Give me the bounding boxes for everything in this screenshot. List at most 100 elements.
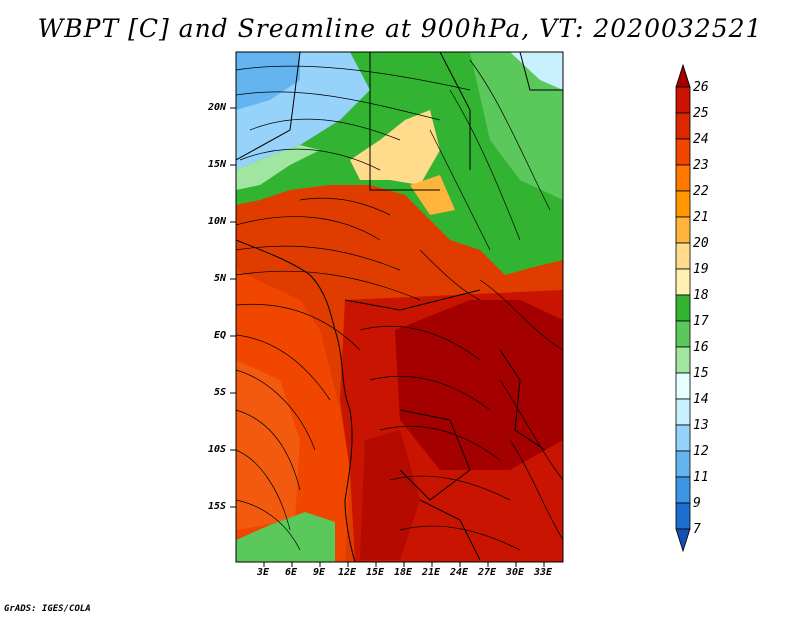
streamline xyxy=(236,65,471,91)
lat-label-5s: 5S xyxy=(214,387,227,398)
lon-label-9e: 9E xyxy=(313,567,326,578)
streamline xyxy=(236,216,381,241)
streamline xyxy=(236,499,301,551)
lat-label-eq: EQ xyxy=(214,330,227,341)
streamline xyxy=(419,249,481,301)
streamline xyxy=(499,379,563,481)
lon-label-33e: 33E xyxy=(534,567,553,578)
lon-label-24e: 24E xyxy=(450,567,469,578)
axis-ticks xyxy=(230,107,545,567)
wbpt-fill-orange-patch xyxy=(410,175,455,215)
streamline xyxy=(236,245,401,271)
plot-frame xyxy=(235,51,564,563)
streamline xyxy=(236,334,331,401)
colorbar-label: 23 xyxy=(693,158,709,173)
streamline xyxy=(236,270,421,301)
streamline xyxy=(236,91,441,121)
colorbar-segment xyxy=(675,372,691,400)
colorbar-segment xyxy=(675,398,691,426)
colorbar-label: 26 xyxy=(693,80,709,95)
lon-label-6e: 6E xyxy=(285,567,298,578)
wbpt-fill-ocean xyxy=(236,360,300,530)
colorbar-label: 9 xyxy=(693,496,701,511)
streamline xyxy=(449,89,521,241)
colorbar-label: 24 xyxy=(693,132,709,147)
colorbar-arrow-bottom xyxy=(675,528,691,553)
colorbar-segment xyxy=(675,476,691,504)
coastlines-borders xyxy=(236,52,563,562)
lon-label-27e: 27E xyxy=(478,567,497,578)
streamline xyxy=(479,279,563,351)
colorbar-label: 16 xyxy=(693,340,709,355)
streamline xyxy=(299,197,391,216)
wbpt-field xyxy=(236,52,563,562)
lon-label-12e: 12E xyxy=(338,567,357,578)
colorbar-label: 18 xyxy=(693,288,709,303)
lon-label-21e: 21E xyxy=(422,567,441,578)
lat-label-10n: 10N xyxy=(208,216,227,227)
colorbar-segment xyxy=(675,138,691,166)
colorbar-label: 19 xyxy=(693,262,709,277)
colorbar-segment xyxy=(675,268,691,296)
colorbar-label: 14 xyxy=(693,392,709,407)
colorbar-segment xyxy=(675,346,691,374)
border-line xyxy=(236,52,301,161)
colorbar-arrow-top xyxy=(675,63,691,88)
colorbar-label: 21 xyxy=(693,210,709,225)
streamline xyxy=(236,449,291,531)
lat-label-10s: 10S xyxy=(208,444,227,455)
streamline xyxy=(509,439,563,541)
colorbar-segment xyxy=(675,190,691,218)
streamline xyxy=(236,369,316,451)
lat-label-15n: 15N xyxy=(208,159,227,170)
streamline xyxy=(369,375,491,411)
streamline xyxy=(379,425,501,461)
lat-label-20n: 20N xyxy=(208,102,227,113)
colorbar-label: 13 xyxy=(693,418,709,433)
colorbar-segment xyxy=(675,294,691,322)
lon-label-18e: 18E xyxy=(394,567,413,578)
colorbar-label: 7 xyxy=(693,522,701,537)
colorbar-segment xyxy=(675,86,691,114)
streamline xyxy=(236,303,361,351)
colorbar-label: 20 xyxy=(693,236,709,251)
border-line xyxy=(499,349,546,451)
border-line xyxy=(419,499,481,561)
wbpt-fill-core-sw xyxy=(360,430,420,560)
colorbar-label: 12 xyxy=(693,444,709,459)
lon-label-30e: 30E xyxy=(506,567,525,578)
grads-credit: GrADS: IGES/COLA xyxy=(4,604,91,614)
colorbar-segment xyxy=(675,242,691,270)
streamline xyxy=(239,148,381,171)
border-line xyxy=(439,52,471,170)
colorbar-segment xyxy=(675,112,691,140)
colorbar-segment xyxy=(675,164,691,192)
colorbar-segment xyxy=(675,502,691,530)
streamline xyxy=(399,525,521,551)
lat-label-15s: 15S xyxy=(208,501,227,512)
streamline xyxy=(236,409,301,491)
streamline xyxy=(249,118,401,141)
colorbar-label: 17 xyxy=(693,314,709,329)
wbpt-fill-core-max xyxy=(395,300,563,470)
colorbar-segment xyxy=(675,216,691,244)
wbpt-fill-sw-green xyxy=(236,512,335,562)
streamlines xyxy=(236,59,563,551)
colorbar-segment xyxy=(675,450,691,478)
colorbar-label: 22 xyxy=(693,184,709,199)
lon-label-3e: 3E xyxy=(257,567,270,578)
border-line xyxy=(519,52,563,91)
border-line xyxy=(369,52,440,191)
wbpt-fill-ne-green xyxy=(470,52,563,200)
wbpt-fill-pale-green xyxy=(236,145,320,190)
colorbar-label: 15 xyxy=(693,366,709,381)
colorbar xyxy=(675,63,691,553)
wbpt-fill-ne-cyan xyxy=(510,52,563,90)
west-coastline xyxy=(236,239,356,562)
colorbar-segment xyxy=(675,320,691,348)
streamline xyxy=(469,59,551,211)
border-line xyxy=(399,409,471,501)
colorbar-label: 11 xyxy=(693,470,709,485)
lat-label-5n: 5N xyxy=(214,273,227,284)
